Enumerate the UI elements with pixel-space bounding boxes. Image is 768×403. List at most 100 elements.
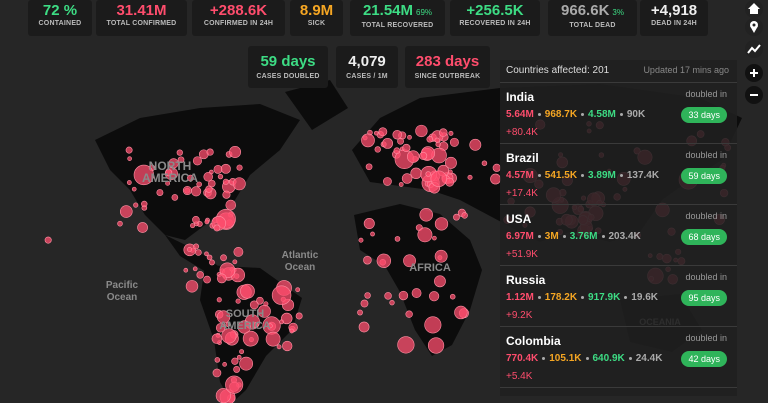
case-marker[interactable] bbox=[209, 259, 215, 266]
case-marker[interactable] bbox=[239, 349, 245, 355]
case-marker[interactable] bbox=[373, 130, 379, 136]
case-marker[interactable] bbox=[191, 186, 202, 197]
country-row[interactable]: India 5.64M 968.7K 4.58M 90K +80.4K doubled in… bbox=[500, 83, 737, 144]
case-marker[interactable] bbox=[192, 156, 202, 166]
case-marker[interactable] bbox=[221, 328, 237, 344]
case-marker[interactable] bbox=[427, 337, 445, 354]
case-marker[interactable] bbox=[196, 181, 202, 188]
case-marker[interactable] bbox=[481, 160, 488, 166]
case-marker[interactable] bbox=[363, 218, 375, 230]
case-marker[interactable] bbox=[398, 290, 409, 301]
case-marker[interactable] bbox=[206, 148, 214, 156]
case-marker[interactable] bbox=[242, 330, 259, 347]
case-marker[interactable] bbox=[406, 150, 420, 163]
case-marker[interactable] bbox=[383, 177, 392, 186]
location-button[interactable] bbox=[745, 18, 763, 36]
case-marker[interactable] bbox=[190, 223, 196, 229]
case-marker[interactable] bbox=[222, 190, 231, 199]
case-marker[interactable] bbox=[165, 169, 173, 177]
case-marker[interactable] bbox=[187, 247, 192, 252]
case-marker[interactable] bbox=[222, 362, 227, 367]
case-marker[interactable] bbox=[222, 178, 229, 185]
case-marker[interactable] bbox=[233, 365, 241, 373]
case-marker[interactable] bbox=[126, 180, 132, 185]
case-marker[interactable] bbox=[213, 164, 223, 174]
case-marker[interactable] bbox=[206, 254, 213, 261]
case-marker[interactable] bbox=[295, 287, 301, 293]
case-marker[interactable] bbox=[407, 134, 412, 140]
case-marker[interactable] bbox=[137, 222, 148, 233]
case-marker[interactable] bbox=[232, 259, 238, 265]
case-marker[interactable] bbox=[434, 217, 449, 231]
case-marker[interactable] bbox=[156, 189, 164, 196]
case-marker[interactable] bbox=[397, 336, 415, 354]
case-marker[interactable] bbox=[225, 375, 244, 394]
case-marker[interactable] bbox=[389, 299, 395, 306]
case-marker[interactable] bbox=[419, 151, 428, 160]
case-marker[interactable] bbox=[403, 254, 416, 268]
case-marker[interactable] bbox=[370, 231, 375, 237]
case-marker[interactable] bbox=[204, 251, 209, 257]
case-marker[interactable] bbox=[240, 283, 255, 299]
case-marker[interactable] bbox=[398, 182, 404, 187]
case-marker[interactable] bbox=[212, 368, 222, 378]
country-row[interactable]: USA 6.97M 3M 3.76M 203.4K +51.9K doubled in 68 … bbox=[500, 205, 737, 266]
case-marker[interactable] bbox=[434, 137, 440, 143]
case-marker[interactable] bbox=[220, 254, 227, 262]
case-marker[interactable] bbox=[249, 300, 259, 310]
case-marker[interactable] bbox=[378, 127, 388, 137]
case-marker[interactable] bbox=[193, 243, 200, 250]
doubled-days[interactable]: 59 days bbox=[681, 168, 727, 184]
case-marker[interactable] bbox=[453, 213, 460, 221]
case-marker[interactable] bbox=[402, 143, 411, 153]
case-marker[interactable] bbox=[236, 354, 242, 360]
case-marker[interactable] bbox=[231, 357, 239, 365]
case-marker[interactable] bbox=[235, 298, 241, 304]
chart-button[interactable] bbox=[745, 40, 763, 58]
case-marker[interactable] bbox=[233, 247, 244, 257]
case-marker[interactable] bbox=[438, 128, 448, 137]
case-marker[interactable] bbox=[281, 312, 293, 325]
case-marker[interactable] bbox=[165, 180, 171, 186]
case-marker[interactable] bbox=[467, 174, 473, 180]
case-marker[interactable] bbox=[125, 146, 133, 154]
case-marker[interactable] bbox=[257, 304, 271, 318]
case-marker[interactable] bbox=[394, 236, 401, 242]
case-marker[interactable] bbox=[183, 267, 189, 273]
case-marker[interactable] bbox=[432, 235, 437, 241]
case-marker[interactable] bbox=[208, 179, 216, 188]
case-marker[interactable] bbox=[168, 158, 179, 169]
doubled-days[interactable]: 68 days bbox=[681, 229, 727, 245]
case-marker[interactable] bbox=[187, 174, 194, 182]
case-marker[interactable] bbox=[276, 344, 282, 350]
case-marker[interactable] bbox=[141, 200, 148, 208]
country-row[interactable]: Brazil 4.57M 541.5K 3.89M 137.4K +17.4K double… bbox=[500, 144, 737, 205]
case-marker[interactable] bbox=[449, 137, 459, 147]
case-marker[interactable] bbox=[176, 149, 183, 156]
case-marker[interactable] bbox=[131, 186, 137, 192]
case-marker[interactable] bbox=[358, 321, 370, 333]
zoom-in-button[interactable] bbox=[745, 64, 763, 82]
case-marker[interactable] bbox=[289, 328, 295, 334]
case-marker[interactable] bbox=[203, 275, 211, 284]
case-marker[interactable] bbox=[225, 322, 231, 328]
case-marker[interactable] bbox=[195, 249, 202, 256]
case-marker[interactable] bbox=[376, 253, 392, 268]
case-marker[interactable] bbox=[419, 208, 433, 222]
case-marker[interactable] bbox=[384, 292, 392, 300]
case-marker[interactable] bbox=[410, 167, 422, 179]
case-marker[interactable] bbox=[374, 146, 381, 153]
case-marker[interactable] bbox=[203, 172, 213, 182]
case-marker[interactable] bbox=[196, 271, 204, 279]
case-marker[interactable] bbox=[417, 227, 433, 243]
case-marker[interactable] bbox=[182, 186, 192, 196]
case-marker[interactable] bbox=[364, 292, 371, 299]
case-marker[interactable] bbox=[216, 310, 231, 324]
case-marker[interactable] bbox=[411, 288, 422, 298]
case-marker[interactable] bbox=[192, 266, 198, 272]
case-marker[interactable] bbox=[449, 293, 456, 300]
case-marker[interactable] bbox=[232, 177, 246, 191]
doubled-days[interactable]: 42 days bbox=[681, 351, 727, 367]
case-marker[interactable] bbox=[236, 164, 243, 171]
case-marker[interactable] bbox=[265, 331, 281, 347]
